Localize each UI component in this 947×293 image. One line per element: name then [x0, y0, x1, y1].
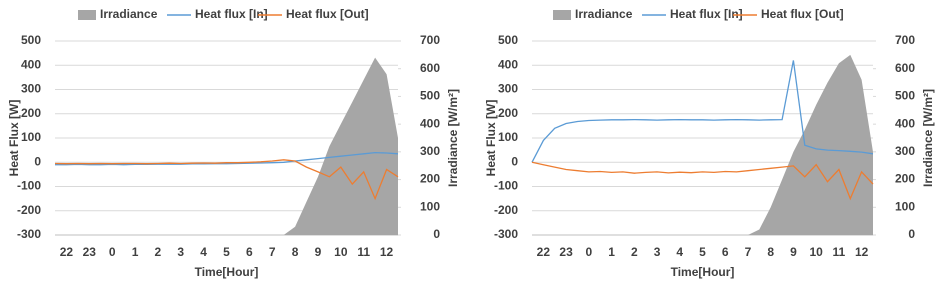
y2-tick-label: 200: [895, 172, 915, 186]
y-tick-label: -100: [17, 179, 41, 193]
x-tick-label: 2: [155, 245, 162, 259]
legend-label: Irradiance: [575, 7, 633, 21]
y-tick-label: 500: [21, 33, 41, 47]
x-axis-title: Time[Hour]: [671, 265, 735, 279]
x-tick-label: 10: [334, 245, 348, 259]
y-tick-label: 500: [498, 33, 518, 47]
series-line: [54, 159, 399, 201]
x-tick-label: 1: [608, 245, 615, 259]
y-axis-title: Heat Flux [W]: [7, 100, 21, 177]
x-tick-label: 4: [676, 245, 683, 259]
x-tick-label: 12: [380, 245, 394, 259]
legend-label: Heat flux [Out]: [761, 7, 844, 21]
x-tick-label: 10: [809, 245, 823, 259]
x-tick-label: 3: [654, 245, 661, 259]
y2-tick-label: 0: [908, 227, 915, 241]
y-tick-label: 100: [21, 130, 41, 144]
y-tick-label: 0: [34, 154, 41, 168]
y-tick-label: 200: [21, 106, 41, 120]
series-line: [55, 151, 399, 166]
y-tick-label: -200: [494, 203, 518, 217]
y2-tick-label: 0: [433, 227, 440, 241]
x-tick-label: 0: [585, 245, 592, 259]
x-tick-label: 23: [559, 245, 573, 259]
x-tick-label: 11: [357, 245, 370, 259]
y-tick-label: 100: [498, 130, 518, 144]
y2-tick-label: 700: [420, 33, 440, 47]
y-tick-label: 0: [511, 154, 518, 168]
legend-label: Heat flux [In]: [195, 7, 268, 21]
y2-tick-label: 400: [895, 116, 915, 130]
x-tick-label: 4: [200, 245, 207, 259]
legend-label: Heat flux [In]: [670, 7, 743, 21]
x-tick-label: 23: [83, 245, 97, 259]
x-tick-label: 9: [790, 245, 797, 259]
y2-tick-label: 600: [895, 61, 915, 75]
y-tick-label: 200: [498, 106, 518, 120]
x-tick-label: 12: [855, 245, 869, 259]
y-axis-title: Heat Flux [W]: [484, 100, 498, 177]
y2-axis-title: Irradiance [W/m²]: [446, 89, 460, 187]
x-tick-label: 6: [246, 245, 253, 259]
x-tick-label: 8: [292, 245, 299, 259]
series-line: [531, 60, 874, 163]
y2-axis-title: Irradiance [W/m²]: [921, 89, 935, 187]
y2-tick-label: 500: [895, 89, 915, 103]
x-tick-label: 9: [315, 245, 322, 259]
y-tick-label: -300: [17, 227, 41, 241]
legend-swatch: [78, 10, 96, 20]
y-tick-label: -300: [494, 227, 518, 241]
irradiance-area: [532, 54, 873, 236]
x-tick-label: 6: [722, 245, 729, 259]
y2-tick-label: 100: [420, 199, 440, 213]
y2-tick-label: 700: [895, 33, 915, 47]
x-tick-label: 22: [537, 245, 551, 259]
x-tick-label: 7: [745, 245, 752, 259]
series-line: [531, 161, 874, 201]
y-tick-label: 400: [21, 57, 41, 71]
x-tick-label: 5: [699, 245, 706, 259]
y2-tick-label: 400: [420, 116, 440, 130]
legend-label: Heat flux [Out]: [286, 7, 369, 21]
x-tick-label: 7: [269, 245, 276, 259]
y-tick-label: -100: [494, 179, 518, 193]
legend-swatch: [553, 10, 571, 20]
y2-tick-label: 200: [420, 172, 440, 186]
y-tick-label: -200: [17, 203, 41, 217]
y-tick-label: 300: [498, 82, 518, 96]
legend-label: Irradiance: [100, 7, 158, 21]
x-tick-label: 22: [60, 245, 74, 259]
x-tick-label: 5: [223, 245, 230, 259]
irradiance-area: [55, 57, 398, 235]
x-tick-label: 11: [833, 245, 846, 259]
x-tick-label: 8: [767, 245, 774, 259]
x-tick-label: 0: [109, 245, 116, 259]
x-axis-title: Time[Hour]: [195, 265, 259, 279]
y2-tick-label: 300: [420, 144, 440, 158]
y2-tick-label: 600: [420, 61, 440, 75]
y2-tick-label: 100: [895, 199, 915, 213]
y2-tick-label: 500: [420, 89, 440, 103]
x-tick-label: 2: [631, 245, 638, 259]
y-tick-label: 300: [21, 82, 41, 96]
y-tick-label: 400: [498, 57, 518, 71]
x-tick-label: 3: [177, 245, 184, 259]
y2-tick-label: 300: [895, 144, 915, 158]
x-tick-label: 1: [132, 245, 139, 259]
